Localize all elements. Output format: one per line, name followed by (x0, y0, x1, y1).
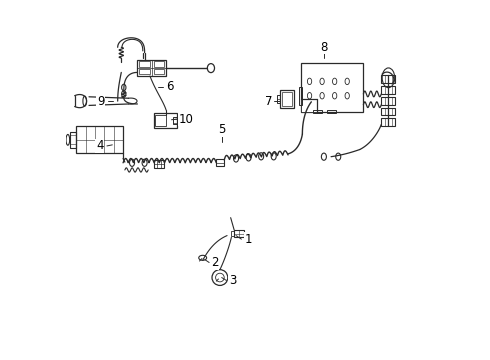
Bar (231, 231, 234, 236)
Bar (70, 132, 76, 148)
Bar (234, 230, 244, 237)
Bar (153, 160, 164, 168)
Text: 10: 10 (178, 113, 193, 126)
Text: 4: 4 (96, 139, 103, 152)
Text: 6: 6 (166, 80, 173, 93)
Bar (381, 97, 395, 105)
Bar (327, 110, 337, 113)
Text: 3: 3 (229, 274, 236, 287)
Text: 5: 5 (218, 123, 225, 136)
Bar (76, 126, 123, 153)
Bar (216, 159, 224, 166)
Bar (173, 117, 180, 125)
Bar (300, 63, 364, 112)
Bar (153, 113, 177, 128)
Bar (313, 110, 322, 113)
Text: 2: 2 (211, 256, 218, 269)
Bar (381, 108, 395, 116)
Bar (276, 95, 280, 103)
Text: 9: 9 (97, 95, 104, 108)
Bar (381, 118, 395, 126)
Text: 7: 7 (265, 95, 272, 108)
Bar (280, 90, 294, 108)
Text: 8: 8 (320, 41, 328, 54)
Bar (299, 87, 302, 105)
Bar (139, 61, 150, 67)
Bar (381, 86, 395, 94)
Bar (300, 99, 317, 112)
Bar (282, 93, 293, 106)
Bar (153, 69, 164, 74)
Bar (153, 61, 164, 67)
Text: 1: 1 (245, 233, 252, 246)
Bar (381, 75, 395, 83)
Bar (137, 60, 166, 76)
Bar (155, 115, 166, 126)
Bar (139, 69, 150, 74)
